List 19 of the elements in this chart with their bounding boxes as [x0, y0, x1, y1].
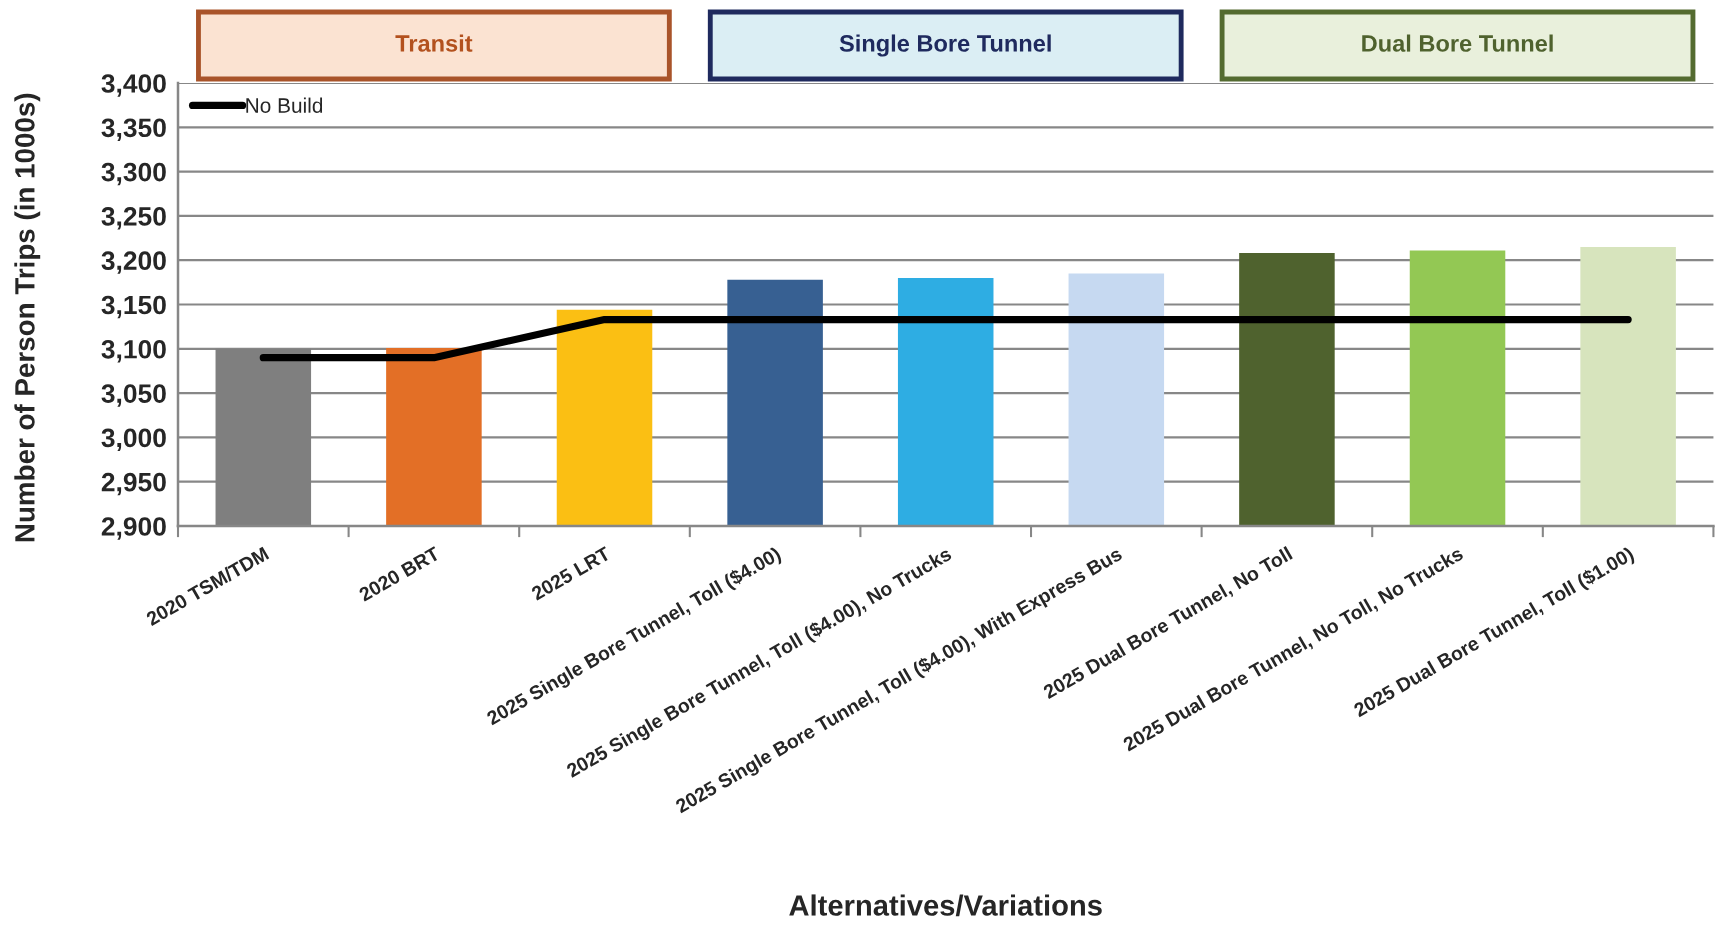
- y-tick-label: 3,350: [101, 118, 166, 141]
- x-axis-title: Alternatives/Variations: [789, 894, 1102, 917]
- x-tick-label: 2020 BRT: [358, 545, 441, 602]
- y-tick-label: 3,100: [101, 339, 166, 363]
- x-tick-label: 2025 LRT: [530, 545, 612, 601]
- y-tick-label: 2,950: [101, 472, 166, 496]
- text: Dual Bore Tunnel: [1362, 34, 1553, 52]
- y-tick-label: 3,400: [101, 74, 166, 97]
- y-tick-label: 3,200: [101, 251, 166, 274]
- y-axis-title: Number of Person Trips (in 1000s): [14, 93, 41, 542]
- y-tick-label: 3,050: [101, 384, 166, 407]
- y-tick-label: 3,150: [101, 295, 166, 319]
- text: Transit: [395, 34, 473, 52]
- text: Single Bore Tunnel: [839, 34, 1051, 57]
- y-tick-label: 2,900: [101, 517, 166, 540]
- y-tick-label: 3,300: [101, 162, 166, 186]
- legend-label: No Build: [246, 97, 323, 113]
- y-tick-label: 3,250: [101, 207, 166, 230]
- y-tick-label: 3,000: [101, 428, 166, 452]
